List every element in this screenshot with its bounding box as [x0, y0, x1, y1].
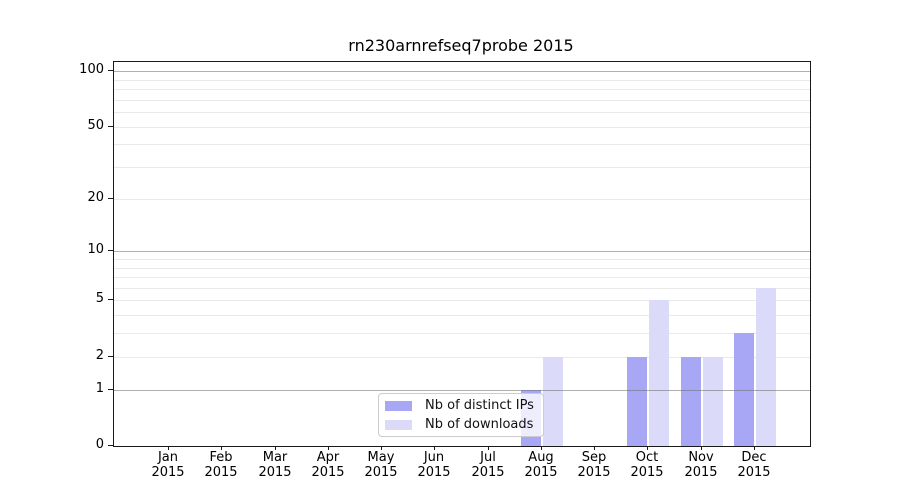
- gridline-minor-80: [114, 89, 810, 90]
- x-tick-may: [381, 446, 382, 450]
- x-tick-jun: [434, 446, 435, 450]
- minor-gridlines: [114, 62, 810, 446]
- y-tick-0: [108, 445, 113, 446]
- bar-downloads-nov: [703, 357, 723, 446]
- x-tick-label-apr: Apr 2015: [311, 450, 345, 480]
- gridline-minor-60: [114, 112, 810, 113]
- bar-ips-nov: [681, 357, 701, 446]
- gridline-minor-90: [114, 80, 810, 81]
- gridline-minor-30: [114, 167, 810, 168]
- gridline-minor-2: [114, 357, 810, 358]
- x-tick-label-jul: Jul 2015: [471, 450, 505, 480]
- x-tick-label-sep: Sep 2015: [577, 450, 611, 480]
- y-tick-2: [108, 356, 113, 357]
- x-tick-mar: [275, 446, 276, 450]
- x-tick-label-jan: Jan 2015: [151, 450, 185, 480]
- gridline-minor-70: [114, 100, 810, 101]
- y-tick-50: [108, 126, 113, 127]
- x-tick-jul: [488, 446, 489, 450]
- bar-ips-oct: [627, 357, 647, 446]
- gridline-minor-6: [114, 288, 810, 289]
- bar-downloads-aug: [543, 357, 563, 446]
- bar-downloads-oct: [649, 300, 669, 446]
- x-tick-sep: [594, 446, 595, 450]
- x-tick-apr: [328, 446, 329, 450]
- y-tick-label-20: 20: [87, 190, 104, 205]
- y-tick-label-1: 1: [95, 381, 104, 396]
- gridline-minor-5: [114, 300, 810, 301]
- plot-area: [113, 61, 811, 447]
- legend-item-downloads: Nb of downloads: [385, 417, 543, 432]
- y-tick-20: [108, 198, 113, 199]
- x-tick-label-mar: Mar 2015: [258, 450, 292, 480]
- x-tick-feb: [221, 446, 222, 450]
- x-tick-dec: [754, 446, 755, 450]
- gridline-minor-20: [114, 199, 810, 200]
- x-tick-label-dec: Dec 2015: [737, 450, 771, 480]
- legend-swatch-downloads: [385, 419, 412, 430]
- y-tick-label-2: 2: [95, 348, 104, 363]
- gridline-major-10: [114, 251, 810, 252]
- gridline-minor-9: [114, 259, 810, 260]
- y-tick-label-0: 0: [95, 437, 104, 452]
- bars-layer: [114, 62, 810, 446]
- y-tick-100: [108, 70, 113, 71]
- gridline-minor-4: [114, 315, 810, 316]
- y-tick-label-10: 10: [87, 242, 104, 257]
- gridline-minor-50: [114, 127, 810, 128]
- legend: Nb of distinct IPs Nb of downloads: [378, 393, 544, 437]
- gridline-minor-8: [114, 268, 810, 269]
- bar-downloads-dec: [756, 288, 776, 446]
- gridline-major-1: [114, 390, 810, 391]
- gridline-major-100: [114, 71, 810, 72]
- gridline-minor-40: [114, 144, 810, 145]
- gridline-minor-3: [114, 333, 810, 334]
- bar-ips-dec: [734, 333, 754, 446]
- major-gridlines: [114, 62, 810, 446]
- legend-swatch-distinct-ips: [385, 400, 412, 411]
- x-tick-nov: [701, 446, 702, 450]
- x-tick-label-nov: Nov 2015: [684, 450, 718, 480]
- x-tick-label-oct: Oct 2015: [630, 450, 664, 480]
- y-tick-5: [108, 299, 113, 300]
- x-tick-aug: [541, 446, 542, 450]
- chart-title: rn230arnrefseq7probe 2015: [348, 36, 574, 55]
- legend-label-downloads: Nb of downloads: [425, 417, 534, 432]
- gridline-minor-7: [114, 277, 810, 278]
- x-tick-label-aug: Aug 2015: [524, 450, 558, 480]
- legend-item-distinct-ips: Nb of distinct IPs: [385, 398, 543, 413]
- x-tick-oct: [647, 446, 648, 450]
- y-tick-label-100: 100: [79, 62, 104, 77]
- y-tick-1: [108, 389, 113, 390]
- x-tick-jan: [168, 446, 169, 450]
- x-tick-label-jun: Jun 2015: [417, 450, 451, 480]
- x-tick-label-may: May 2015: [364, 450, 398, 480]
- legend-label-distinct-ips: Nb of distinct IPs: [425, 398, 534, 413]
- x-tick-label-feb: Feb 2015: [204, 450, 238, 480]
- y-tick-10: [108, 250, 113, 251]
- y-tick-label-50: 50: [87, 118, 104, 133]
- y-tick-label-5: 5: [95, 291, 104, 306]
